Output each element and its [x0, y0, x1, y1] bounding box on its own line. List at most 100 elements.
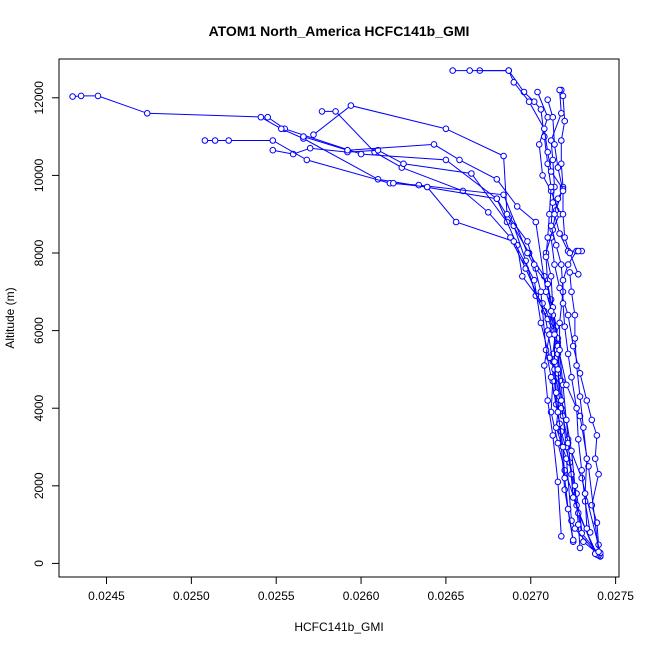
data-point — [300, 133, 307, 140]
data-point — [544, 234, 552, 241]
data-point — [559, 187, 567, 195]
data-point — [400, 160, 407, 168]
data-point — [569, 536, 577, 544]
data-point — [595, 548, 602, 556]
data-point — [554, 439, 562, 447]
data-point — [539, 300, 546, 307]
data-point — [558, 397, 565, 404]
data-point — [575, 521, 582, 528]
data-point — [561, 323, 569, 331]
data-point — [554, 164, 562, 171]
data-point — [564, 350, 572, 358]
data-point — [569, 342, 577, 350]
data-point — [541, 125, 548, 133]
data-point — [269, 137, 277, 144]
data-point — [576, 544, 584, 552]
data-point — [374, 146, 382, 154]
data-point — [264, 113, 272, 121]
data-point — [573, 362, 580, 369]
data-point — [558, 533, 565, 540]
data-point — [559, 276, 567, 284]
data-point — [510, 238, 518, 245]
data-point — [564, 261, 572, 268]
x-axis: 0.0245 0.0250 0.0255 0.0260 0.0265 0.0270 0.02… — [88, 576, 634, 603]
data-point — [225, 137, 232, 144]
data-point — [568, 447, 575, 455]
data-point — [559, 300, 567, 307]
data-point — [549, 113, 557, 121]
data-point — [551, 261, 558, 268]
data-point — [547, 307, 555, 315]
y-tick-label: 10000 — [32, 158, 46, 192]
data-point — [591, 455, 599, 463]
data-point — [581, 490, 589, 497]
data-point — [390, 179, 397, 187]
y-axis-label: Altitude (m) — [3, 287, 17, 348]
data-point — [201, 137, 209, 144]
series-line — [537, 91, 562, 537]
data-point — [575, 247, 582, 255]
data-point — [524, 249, 531, 257]
data-point — [539, 172, 546, 179]
data-point — [578, 474, 586, 482]
data-point — [442, 125, 450, 133]
data-point — [551, 141, 558, 148]
data-point — [544, 96, 552, 103]
y-tick-label: 2000 — [32, 472, 46, 499]
data-point — [541, 133, 548, 140]
series-layer — [69, 67, 604, 560]
data-point — [485, 209, 492, 216]
data-point — [347, 102, 355, 109]
data-point — [530, 276, 538, 284]
data-point — [547, 273, 555, 280]
data-point — [505, 67, 513, 74]
data-point — [537, 319, 545, 327]
data-point — [561, 117, 569, 125]
x-tick-label: 0.0255 — [258, 589, 295, 603]
data-point — [534, 88, 541, 96]
data-point — [558, 261, 565, 268]
x-tick-label: 0.0275 — [597, 589, 634, 603]
series-line — [550, 89, 601, 557]
data-point — [530, 261, 538, 268]
data-point — [547, 373, 555, 381]
data-point — [456, 156, 463, 164]
data-point — [344, 146, 351, 154]
data-point — [503, 210, 511, 218]
data-point — [549, 432, 557, 439]
data-point — [552, 389, 560, 397]
data-point — [257, 113, 265, 121]
y-tick-label: 4000 — [32, 395, 46, 422]
data-point — [535, 141, 543, 148]
data-point — [556, 319, 563, 327]
data-point — [303, 156, 311, 164]
series-line — [272, 147, 599, 556]
data-point — [278, 125, 285, 133]
data-point — [558, 110, 565, 117]
data-point — [583, 525, 591, 532]
data-point — [500, 152, 507, 160]
data-point — [468, 170, 475, 177]
y-tick-label: 0 — [32, 560, 46, 567]
data-point — [493, 176, 501, 183]
data-point — [554, 195, 562, 202]
data-point — [568, 288, 575, 296]
data-point — [556, 86, 563, 94]
data-point — [542, 253, 550, 261]
data-point — [493, 195, 501, 202]
data-point — [524, 238, 531, 245]
y-tick-label: 12000 — [32, 81, 46, 115]
data-point — [585, 463, 592, 470]
data-point — [430, 141, 438, 148]
series-profile — [257, 113, 601, 558]
x-tick-label: 0.0265 — [428, 589, 465, 603]
data-point — [564, 311, 572, 319]
data-point — [583, 455, 591, 463]
x-axis-label: HCFC141b_GMI — [294, 620, 383, 634]
data-point — [563, 381, 570, 389]
data-point — [449, 67, 457, 74]
data-point — [547, 168, 555, 175]
y-tick-label: 6000 — [32, 317, 46, 344]
data-point — [318, 108, 326, 115]
data-point — [593, 432, 601, 439]
